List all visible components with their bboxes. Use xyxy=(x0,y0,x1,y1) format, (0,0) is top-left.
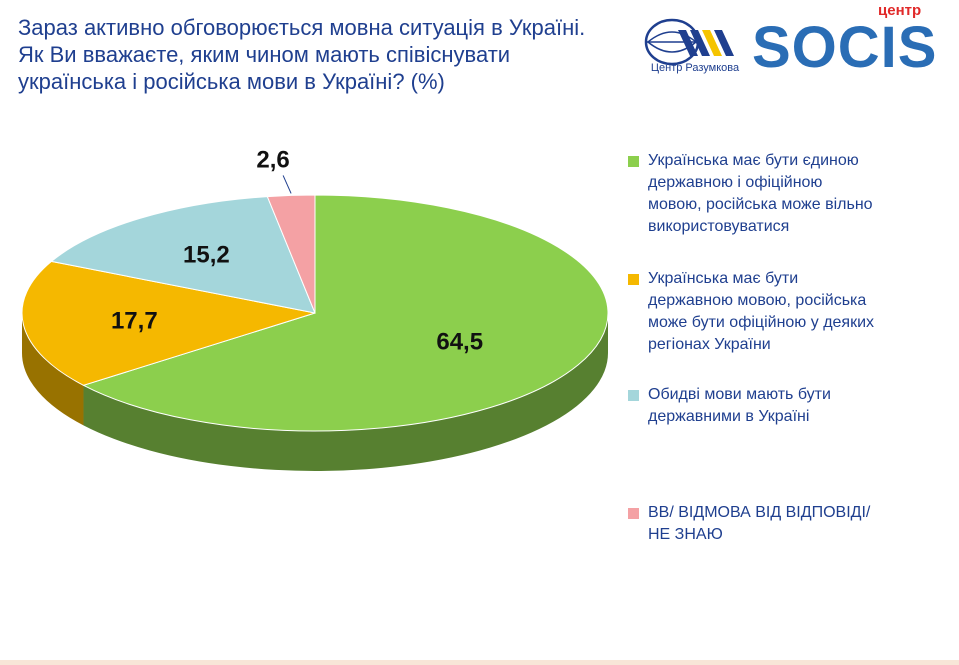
legend-swatch-1 xyxy=(628,274,639,285)
pie-slice-3 xyxy=(266,194,316,314)
legend-label-line: Українська має бути xyxy=(648,270,799,287)
razumkov-label: Центр Разумкова xyxy=(650,62,740,74)
leader-line-3 xyxy=(282,175,292,194)
pie-sides xyxy=(22,313,609,471)
pie-slice-1 xyxy=(21,260,316,386)
legend-label-line: може бути офіційною у деяких xyxy=(648,314,875,331)
legend-label-line: використовуватися xyxy=(648,218,790,235)
pie-slice-0 xyxy=(82,194,609,432)
title-line-2: Як Ви вважаєте, яким чином мають співісн… xyxy=(18,42,511,67)
legend-label-0: Українська має бути єдиною державною і оф… xyxy=(648,150,938,238)
legend-label-1: Українська має бути державною мовою, росі… xyxy=(648,268,938,356)
bottom-bar xyxy=(0,660,959,665)
legend-label-3: ВВ/ ВІДМОВА ВІД ВІДПОВІДІ/НЕ ЗНАЮ xyxy=(648,502,938,546)
data-labels: 64,5 17,7 15,2 2,6 xyxy=(111,146,483,355)
legend-swatch-3 xyxy=(628,508,639,519)
pie-side-0 xyxy=(83,313,609,471)
legend-label-line: Українська має бути єдиною xyxy=(648,152,859,169)
title-line-1: Зараз активно обговорюється мовна ситуац… xyxy=(18,15,586,40)
legend-label-line: державною і офіційною xyxy=(648,174,823,191)
razumkov-logo xyxy=(644,18,734,66)
legend-label-line: Обидві мови мають бути xyxy=(648,386,831,403)
data-label-0: 64,5 xyxy=(436,329,483,356)
socis-top-label: центр xyxy=(878,2,922,19)
legend-label-line: мовою, російська може вільно xyxy=(648,196,873,213)
legend-label-line: ВВ/ ВІДМОВА ВІД ВІДПОВІДІ/ xyxy=(648,504,871,521)
title-line-3: українська і російська мови в Україні? (… xyxy=(18,69,445,94)
chart-title: Зараз активно обговорюється мовна ситуац… xyxy=(18,14,638,95)
legend-label-line: державною мовою, російська xyxy=(648,292,867,309)
pie-side-1 xyxy=(22,313,84,426)
legend-label-2: Обидві мови мають бути державними в Украї… xyxy=(648,384,938,428)
socis-logo: SOCIS xyxy=(752,15,938,80)
legend-label-line: регіонах України xyxy=(648,336,771,353)
data-label-3: 2,6 xyxy=(256,146,289,173)
pie-tops xyxy=(21,194,609,432)
legend-label-line: НЕ ЗНАЮ xyxy=(648,526,723,543)
data-label-2: 15,2 xyxy=(183,241,230,268)
pie-slice-2 xyxy=(50,196,316,314)
data-label-1: 17,7 xyxy=(111,308,158,335)
legend-swatch-2 xyxy=(628,390,639,401)
legend-swatch-0 xyxy=(628,156,639,167)
legend-label-line: державними в Україні xyxy=(648,408,810,425)
